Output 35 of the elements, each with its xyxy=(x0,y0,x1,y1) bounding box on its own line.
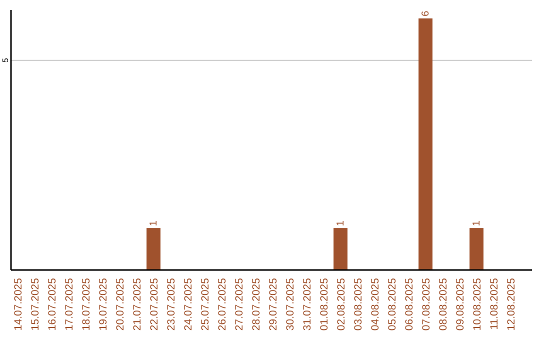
x-tick-label: 04.08.2025 xyxy=(370,278,382,331)
x-tick-label: 07.08.2025 xyxy=(420,278,432,331)
data-label: 6 xyxy=(420,10,432,16)
x-tick-label: 11.08.2025 xyxy=(488,278,500,330)
x-tick-label: 02.08.2025 xyxy=(336,278,348,331)
x-tick-label: 26.07.2025 xyxy=(216,278,228,331)
x-tick-label: 22.07.2025 xyxy=(148,278,160,331)
x-tick-label: 03.08.2025 xyxy=(352,278,364,331)
x-tick-label: 05.08.2025 xyxy=(386,278,398,331)
x-tick-label: 25.07.2025 xyxy=(200,278,212,331)
x-tick-label: 20.07.2025 xyxy=(114,278,126,331)
y-tick-label: 5 xyxy=(1,58,10,63)
data-label: 1 xyxy=(336,220,346,226)
x-tick-label: 12.08.2025 xyxy=(506,278,518,331)
x-tick-label: 17.07.2025 xyxy=(64,278,76,331)
data-label: 1 xyxy=(148,220,160,226)
x-tick-label: 19.07.2025 xyxy=(98,278,110,331)
x-tick-label: 30.07.2025 xyxy=(284,278,296,331)
x-tick-label: 21.07.2025 xyxy=(132,278,144,331)
x-tick-label: 16.07.2025 xyxy=(46,278,58,331)
x-tick-label: 27.07.2025 xyxy=(234,278,246,331)
x-tick-label: 31.07.2025 xyxy=(302,278,314,331)
x-tick-label: 06.08.2025 xyxy=(404,278,416,331)
x-tick-label: 24.07.2025 xyxy=(182,278,194,331)
x-tick-label: 14.07.2025 xyxy=(12,278,24,331)
x-tick-label: 08.08.2025 xyxy=(438,278,450,331)
x-tick-label: 23.07.2025 xyxy=(166,278,178,331)
x-tick-label: 10.08.2025 xyxy=(472,278,484,331)
x-tick-label: 01.08.2025 xyxy=(318,278,330,331)
data-label: 1 xyxy=(472,220,482,226)
x-tick-label: 29.07.2025 xyxy=(268,278,280,331)
x-tick-label: 15.07.2025 xyxy=(30,278,42,331)
x-tick-label: 28.07.2025 xyxy=(250,278,262,331)
x-tick-label: 09.08.2025 xyxy=(454,278,466,331)
x-tick-label: 18.07.2025 xyxy=(80,278,92,331)
